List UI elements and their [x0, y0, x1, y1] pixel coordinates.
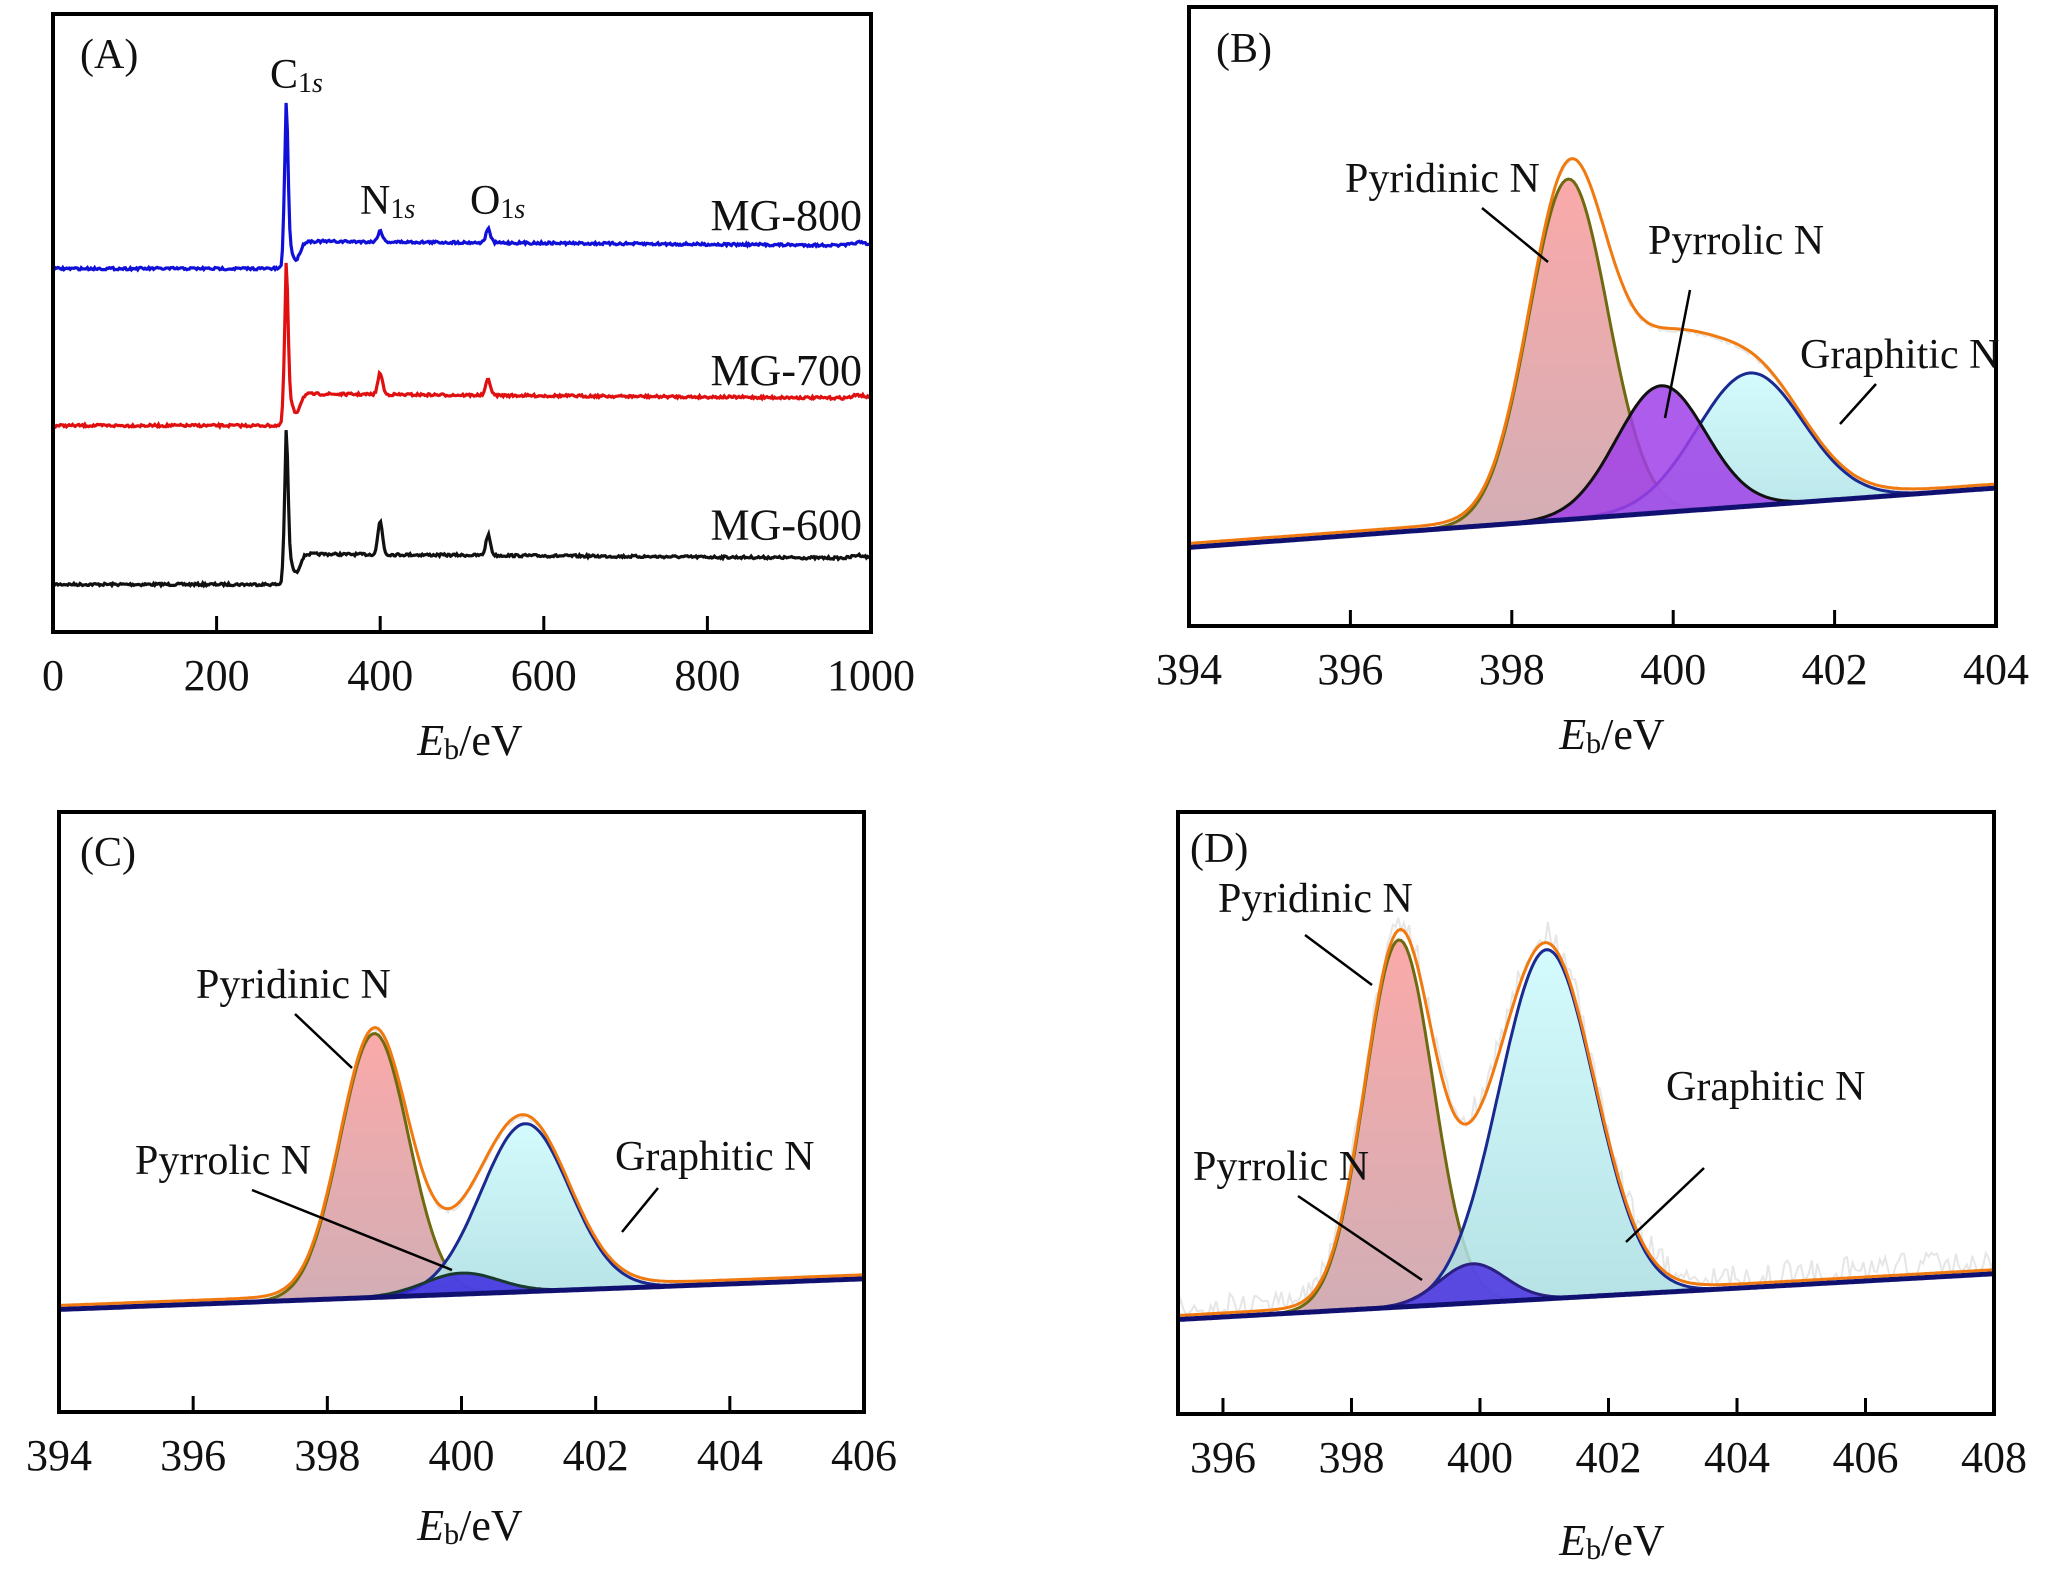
panel-b-annotation-pyrrolic-n: Pyrrolic N	[1648, 218, 1824, 264]
panel-c-x-tick-label: 394	[26, 1431, 92, 1480]
panel-b-annotations: Pyridinic N Pyrrolic N Graphitic N	[1345, 156, 1999, 425]
panel-b-leader-line-pyridinic-n	[1481, 207, 1549, 263]
panel-a-x-axis-title: Eb/eV	[416, 716, 523, 766]
panel-b-pyrrolic-n-area	[1189, 385, 1996, 548]
panel-d-x-tick-label: 396	[1190, 1433, 1256, 1482]
panel-a-peak-labels: C1s N1s O1s	[270, 52, 525, 225]
panel-c-background-line	[58, 1276, 865, 1312]
panel-b-plot-area	[1188, 157, 1997, 550]
panel-a-x-tick-label: 400	[347, 651, 413, 700]
panel-c-x-tick-label: 400	[429, 1431, 495, 1480]
series-line-mg-800	[51, 102, 871, 273]
panel-c-x-tick-label: 398	[294, 1431, 360, 1480]
panel-d-background-line	[1177, 1271, 1995, 1322]
panel-d-annotation-pyridinic-n: Pyridinic N	[1218, 876, 1413, 922]
panel-b-leader-line-graphitic-n	[1839, 383, 1877, 425]
panel-b-x-tick-label: 398	[1479, 645, 1545, 694]
panel-a-x-ticks: 0 200 400 600 800 1000	[42, 616, 915, 700]
panel-d-leader-line-graphitic-n	[1625, 1167, 1705, 1243]
panel-c-plot-area	[58, 1026, 865, 1312]
panel-c-n1s-spectrum: 394 396 398 400 402 404 406 (C) Pyridinic NPyr…	[26, 810, 897, 1551]
panel-c-leader-line-pyrrolic-n	[251, 1188, 453, 1272]
series-label-mg-600: MG-600	[710, 501, 862, 550]
panel-b-annotation-pyridinic-n: Pyridinic N	[1345, 156, 1540, 202]
panel-c-annotation-pyridinic-n: Pyridinic N	[196, 962, 391, 1008]
panel-b-n1s-spectrum: 394 396 398 400 402 404 (B) Pyridinic N Pyrrol…	[1156, 5, 2029, 760]
panel-d-x-tick-label: 404	[1704, 1433, 1770, 1482]
panel-b-x-tick-label: 394	[1156, 645, 1222, 694]
panel-c-x-tick-label: 404	[697, 1431, 763, 1480]
panel-c-x-tick-label: 406	[831, 1431, 897, 1480]
panel-b-x-tick-label: 400	[1640, 645, 1706, 694]
panel-d-x-tick-label: 400	[1447, 1433, 1513, 1482]
panel-b-x-axis-title: Eb/eV	[1558, 710, 1665, 760]
panel-b-x-tick-label: 396	[1317, 645, 1383, 694]
panel-a-plot-area	[51, 102, 872, 589]
panel-d-x-tick-label: 398	[1318, 1433, 1384, 1482]
panel-c-leader-line-pyridinic-n	[294, 1013, 353, 1069]
panel-d-label: (D)	[1190, 826, 1248, 872]
panel-b-x-tick-label: 402	[1802, 645, 1868, 694]
panel-d-n1s-spectrum: 396 398 400 402 404 406 408 (D) Pyridinic NPyr…	[1176, 810, 2027, 1566]
panel-d-pyridinic-n-area	[1178, 940, 1994, 1320]
panel-d-envelope-curve	[1177, 927, 1995, 1317]
panel-a-x-tick-label: 200	[184, 651, 250, 700]
panel-a-x-tick-label: 600	[511, 651, 577, 700]
panel-d-x-ticks: 396 398 400 402 404 406 408	[1190, 1398, 2027, 1482]
panel-d-frame	[1176, 810, 1996, 1416]
panel-d-x-axis-title: Eb/eV	[1558, 1516, 1665, 1566]
panel-a-series-labels: MG-800 MG-700 MG-600	[710, 191, 862, 550]
panel-c-annotation-graphitic-n: Graphitic N	[615, 1134, 814, 1180]
panel-b-graphitic-n-area	[1189, 372, 1996, 548]
panel-a-x-tick-label: 0	[42, 651, 64, 700]
panel-b-frame	[1187, 5, 1998, 628]
panel-a-frame	[51, 12, 873, 634]
panel-c-annotations: Pyridinic N Pyrrolic N Graphitic N	[135, 962, 814, 1272]
series-label-mg-800: MG-800	[710, 191, 862, 240]
panel-d-annotations: Pyridinic N Pyrrolic N Graphitic N	[1193, 876, 1865, 1282]
panel-d-annotation-pyrrolic-n: Pyrrolic N	[1193, 1144, 1369, 1190]
panel-b-leader-line-pyrrolic-n	[1663, 289, 1692, 419]
panel-d-plot-area	[1177, 917, 1995, 1322]
panel-c-x-ticks: 394 396 398 400 402 404 406	[26, 1396, 897, 1480]
panel-c-envelope-curve	[58, 1026, 865, 1307]
panel-a-x-tick-label: 800	[674, 651, 740, 700]
panel-d-leader-line-pyridinic-n	[1304, 933, 1373, 987]
panel-b-x-ticks: 394 396 398 400 402 404	[1156, 610, 2029, 694]
panel-d-x-tick-label: 402	[1575, 1433, 1641, 1482]
series-line-mg-600	[51, 430, 872, 589]
panel-c-x-tick-label: 396	[160, 1431, 226, 1480]
series-label-mg-700: MG-700	[710, 346, 862, 395]
panel-c-label: (C)	[80, 830, 136, 876]
panel-c-leader-line-graphitic-n	[621, 1187, 659, 1233]
panel-c-pyrrolic-n-area	[59, 1273, 864, 1310]
series-line-mg-700	[52, 262, 872, 430]
panel-d-graphitic-n-area	[1178, 949, 1994, 1320]
panel-c-frame	[57, 810, 866, 1414]
panel-b-x-tick-label: 404	[1963, 645, 2029, 694]
panel-d-annotation-graphitic-n: Graphitic N	[1666, 1064, 1865, 1110]
panel-d-x-tick-label: 406	[1832, 1433, 1898, 1482]
panel-c-x-tick-label: 402	[563, 1431, 629, 1480]
panel-a-x-tick-label: 1000	[827, 651, 915, 700]
panel-b-pyridinic-n-area	[1189, 179, 1996, 548]
panel-c-annotation-pyrrolic-n: Pyrrolic N	[135, 1138, 311, 1184]
panel-d-leader-line-pyrrolic-n	[1297, 1194, 1423, 1282]
panel-b-background-line	[1188, 485, 1997, 550]
panel-a-label: (A)	[80, 32, 138, 78]
peak-label-n1s: N1s	[360, 178, 415, 225]
panel-d-x-tick-label: 408	[1961, 1433, 2027, 1482]
panel-b-label: (B)	[1216, 26, 1272, 72]
peak-label-o1s: O1s	[470, 178, 525, 225]
panel-b-annotation-graphitic-n: Graphitic N	[1800, 332, 1999, 378]
peak-label-c1s: C1s	[270, 52, 323, 99]
panel-c-x-axis-title: Eb/eV	[416, 1501, 523, 1551]
panel-b-envelope-curve	[1188, 157, 1997, 545]
